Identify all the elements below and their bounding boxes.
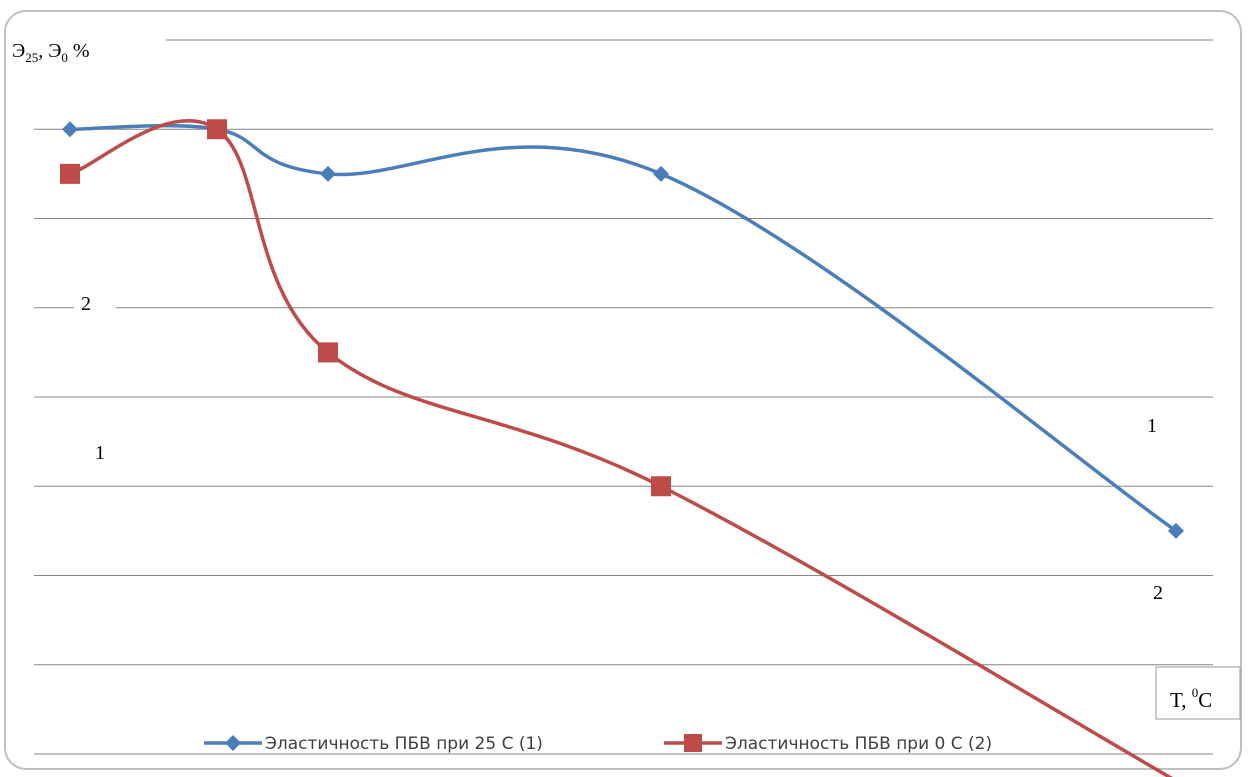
y-axis-label: Э25, Э0 %: [12, 40, 90, 65]
ann-2-right: 2: [1153, 582, 1163, 604]
series-1-point-4: [653, 165, 669, 182]
series-2-point-3: [318, 342, 338, 363]
ann-box-2-right: [1146, 576, 1182, 608]
series-1-point-3: [320, 165, 336, 182]
ylabel-box: [6, 27, 166, 73]
legend-label-series-2: Эластичность ПБВ при 0 С (2): [725, 734, 992, 754]
x-axis-label: T, 0C: [1170, 685, 1212, 712]
series-2-point-1: [60, 163, 80, 184]
ann-2-left: 2: [81, 293, 91, 315]
series-1-point-5: [1168, 522, 1184, 539]
legend-marker-diamond: [225, 735, 241, 751]
series-2-point-4: [651, 476, 671, 497]
ann-box-1-left: [88, 434, 122, 468]
series-2-point-2: [207, 119, 227, 140]
series-line-2: [69, 119, 1173, 777]
legend-item-series-1[interactable]: Эластичность ПБВ при 25 С (1): [204, 734, 543, 754]
legend: Эластичность ПБВ при 25 С (1) Эластичнос…: [204, 734, 992, 754]
series-layer: [60, 119, 1184, 777]
legend-item-series-2[interactable]: Эластичность ПБВ при 0 С (2): [664, 734, 992, 754]
legend-marker-square: [684, 734, 702, 752]
series-1-point-1: [62, 121, 78, 138]
grid-lines: [34, 39, 1213, 755]
ann-1-right: 1: [1147, 415, 1157, 437]
ann-box-1-right: [1140, 406, 1174, 440]
legend-label-series-1: Эластичность ПБВ при 25 С (1): [265, 734, 543, 754]
ann-1-left: 1: [95, 442, 105, 464]
ann-box-2-left: [74, 284, 116, 318]
xlabel-box: [1155, 666, 1241, 720]
